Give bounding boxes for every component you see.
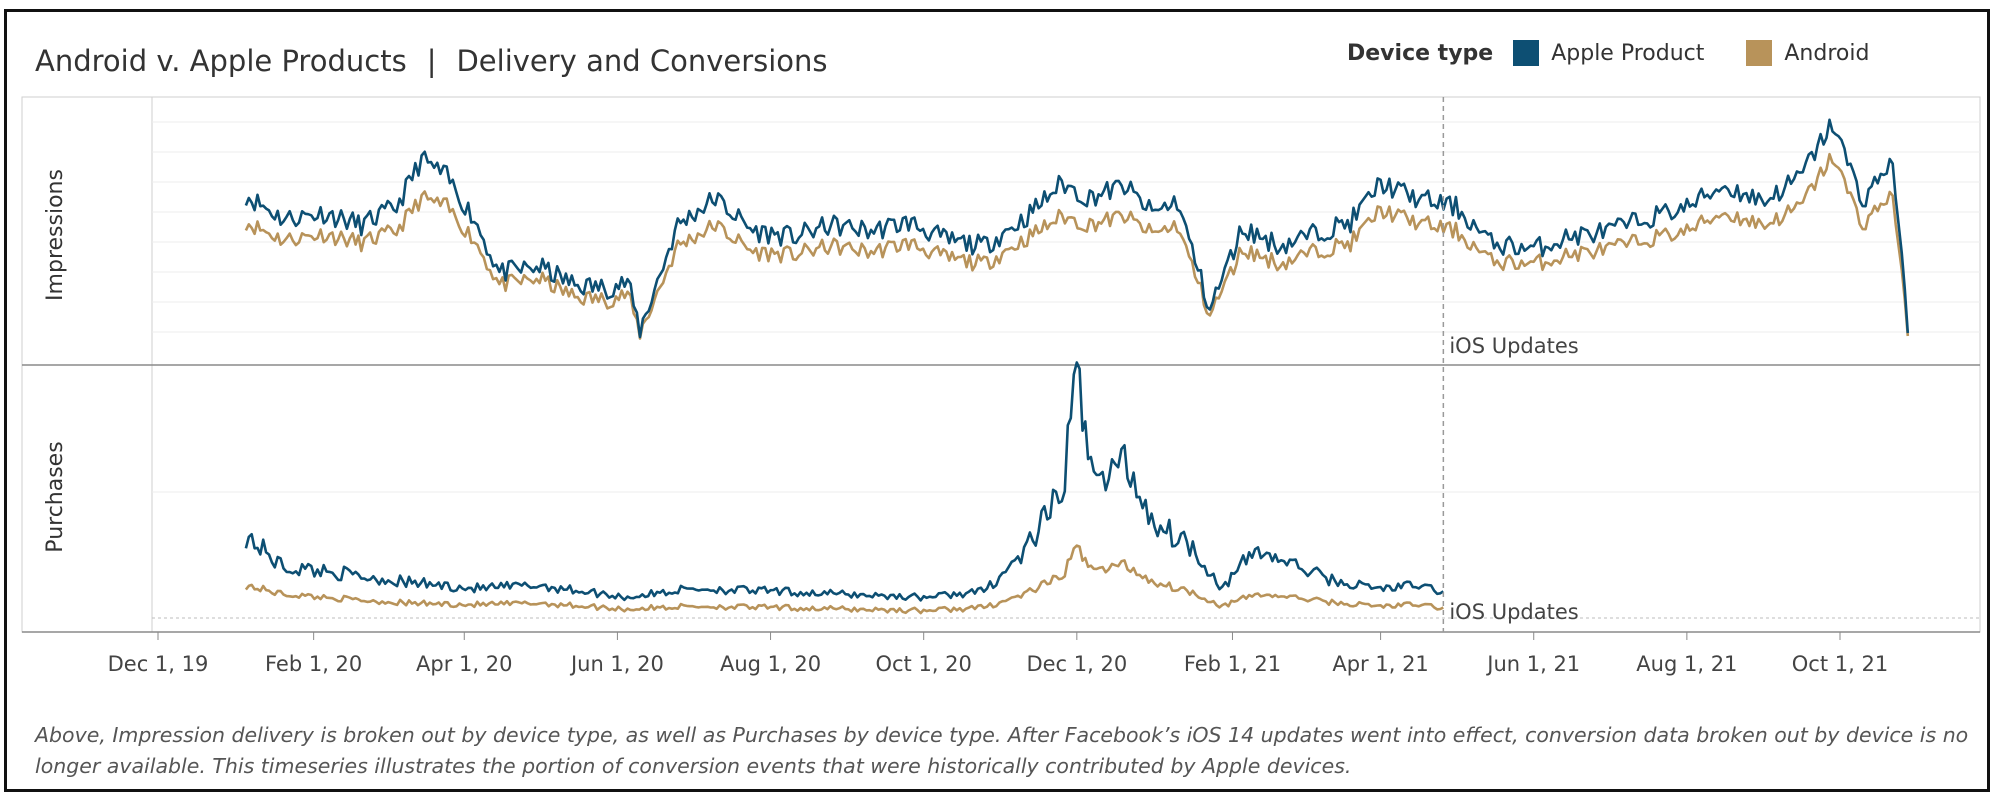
impressions-axis-label: Impressions <box>43 169 68 301</box>
series-line-purchases-apple <box>244 361 1445 602</box>
legend-swatch-android <box>1746 40 1773 66</box>
footnote: Above, Impression delivery is broken out… <box>35 723 1969 778</box>
title-main: Android v. Apple Products <box>35 44 407 78</box>
title-sub: Delivery and Conversions <box>456 44 828 78</box>
series-line-impressions-apple <box>244 118 1910 339</box>
x-axis-ticks: Dec 1, 19 Feb 1, 20 Apr 1, 20 Jun 1, 20 Aug … <box>108 632 1888 676</box>
panel-frame-0 <box>21 96 1981 366</box>
legend-swatch-apple <box>1513 40 1540 66</box>
x-tick-label-1: Feb 1, 20 <box>265 652 362 676</box>
x-tick-label-10: Aug 1, 21 <box>1636 652 1737 676</box>
panels-background <box>21 96 1981 633</box>
chart-title: Android v. Apple Products | Delivery and C… <box>35 44 828 78</box>
legend-item-android[interactable]: Android <box>1746 40 1869 66</box>
title-separator: | <box>426 44 437 78</box>
x-tick-label-8: Apr 1, 21 <box>1332 652 1428 676</box>
series-line-impressions-android <box>244 152 1910 340</box>
legend-item-apple[interactable]: Apple Product <box>1513 40 1704 66</box>
series-lines <box>244 118 1910 615</box>
legend: Device type Apple Product Android <box>1347 40 1911 66</box>
purchases-axis-label: Purchases <box>43 441 68 552</box>
x-tick-label-7: Feb 1, 21 <box>1184 652 1281 676</box>
x-tick-label-3: Jun 1, 20 <box>569 652 664 676</box>
legend-label-android: Android <box>1784 40 1870 66</box>
legend-label-apple: Apple Product <box>1551 40 1705 66</box>
ios-updates-label-impressions: iOS Updates <box>1449 334 1578 358</box>
x-tick-label-9: Jun 1, 21 <box>1485 652 1580 676</box>
x-tick-label-5: Oct 1, 20 <box>875 652 971 676</box>
x-tick-label-6: Dec 1, 20 <box>1026 652 1127 676</box>
grid-lines <box>152 121 1980 619</box>
series-line-purchases-android <box>244 544 1444 615</box>
x-tick-label-0: Dec 1, 19 <box>108 652 209 676</box>
ios-updates-label-purchases: iOS Updates <box>1449 600 1578 624</box>
x-tick-label-2: Apr 1, 20 <box>416 652 512 676</box>
x-tick-label-11: Oct 1, 21 <box>1792 652 1888 676</box>
x-tick-label-4: Aug 1, 20 <box>720 652 821 676</box>
legend-title: Device type <box>1347 40 1494 66</box>
panel-frame-1 <box>21 364 1981 633</box>
chart-frame: Android v. Apple Products | Delivery and C… <box>4 9 1990 792</box>
